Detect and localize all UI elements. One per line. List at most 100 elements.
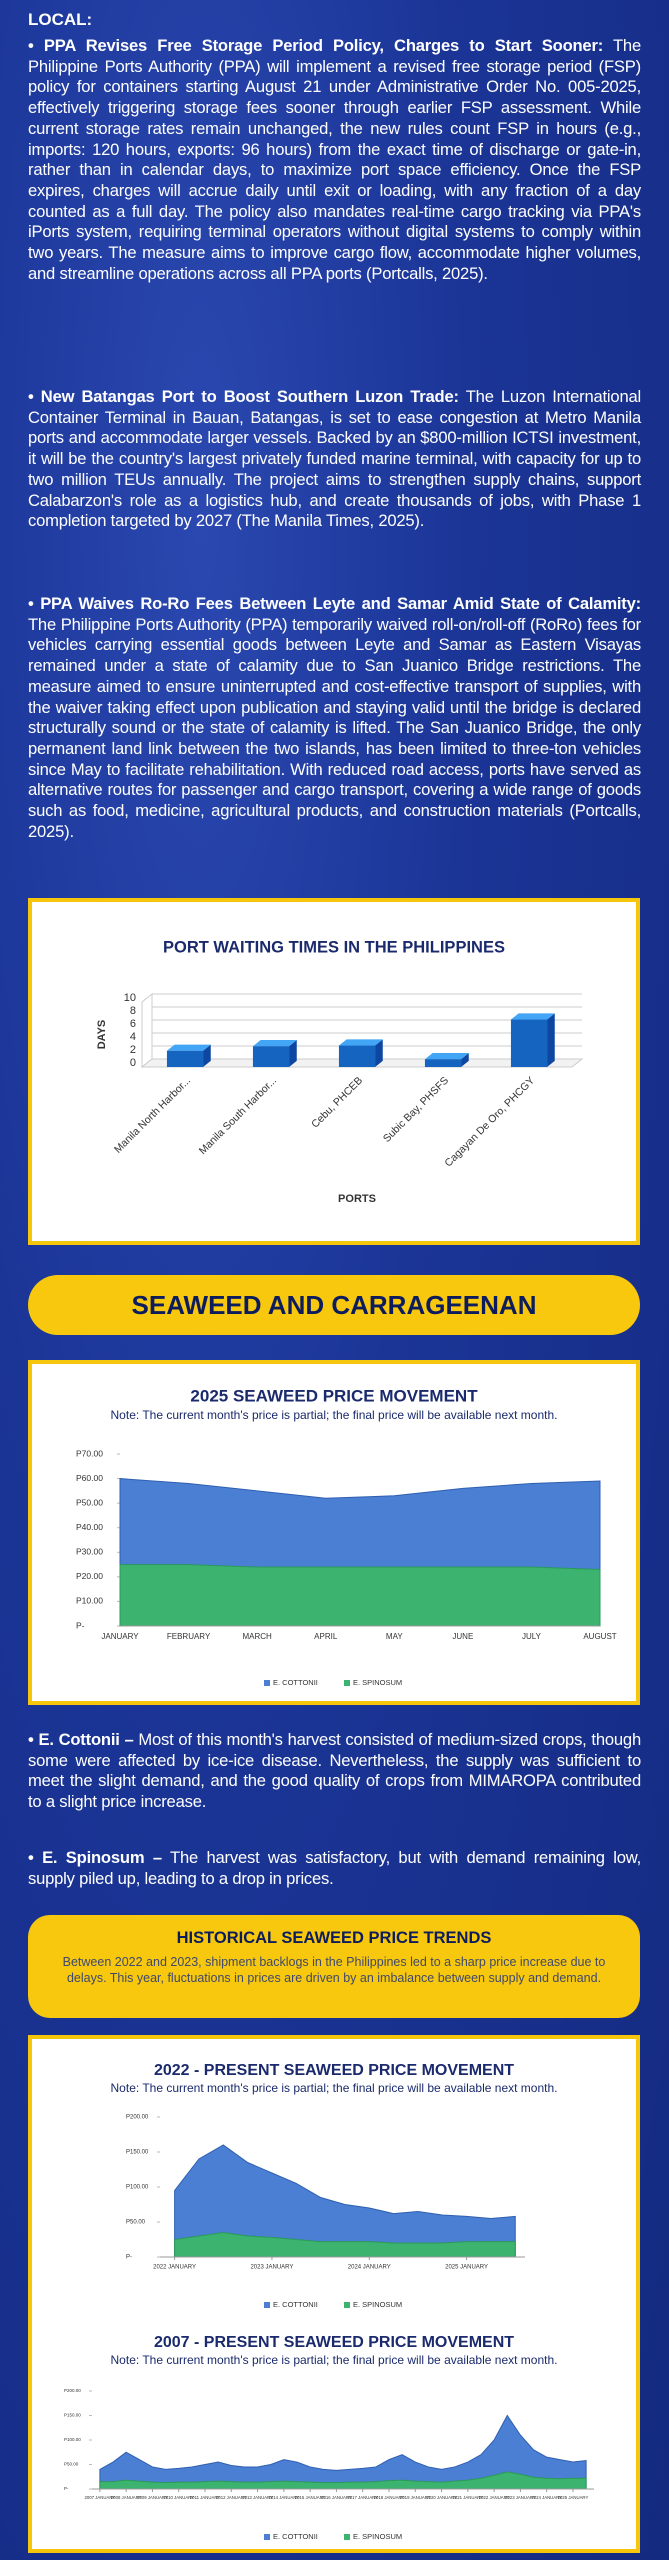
bar	[338, 1045, 376, 1067]
article-body: The Philippine Ports Authority (PPA) wil…	[28, 36, 641, 283]
x-tick-label: Cagayan De Oro, PHCGY	[442, 1075, 537, 1170]
note-body: Most of this month's harvest consisted o…	[28, 1730, 641, 1812]
legend-swatch	[344, 2302, 350, 2308]
chart: 2022 - PRESENT SEAWEED PRICE MOVEMENT Not…	[111, 2062, 558, 2309]
legend-label: E. COTTONII	[273, 2300, 318, 2309]
y-tick-label: P-	[126, 2255, 132, 2261]
article-body: The Luzon International Container Termin…	[28, 387, 641, 531]
article: PPA Revises Free Storage Period Policy, …	[28, 36, 641, 284]
x-tick-label: 2024 JANUARY	[531, 2495, 562, 2500]
chart-title: PORT WAITING TIMES IN THE PHILIPPINES	[163, 938, 505, 956]
heading: LOCAL:	[28, 10, 93, 29]
chart: PORT WAITING TIMES IN THE PHILIPPINES 024…	[96, 938, 584, 1205]
x-tick-label: 2009 JANUARY	[137, 2495, 168, 2500]
area	[99, 2471, 587, 2490]
chart-title: 2022 - PRESENT SEAWEED PRICE MOVEMENT	[154, 2062, 514, 2079]
y-tick-label: P70.00	[76, 1448, 103, 1458]
chart-card: 2022 - PRESENT SEAWEED PRICE MOVEMENT Not…	[28, 2035, 640, 2553]
y-tick-label: P20.00	[76, 1571, 103, 1581]
article-title: PPA Waives Ro-Ro Fees Between Leyte and …	[40, 594, 641, 613]
y-tick-label: 2	[130, 1044, 136, 1056]
x-tick-label: Manila North Harbor...	[112, 1075, 193, 1156]
y-tick-label: P100.00	[64, 2437, 81, 2442]
bar-top	[510, 1013, 555, 1020]
bar-top	[252, 1040, 297, 1047]
y-tick-label: P-	[76, 1620, 85, 1630]
article: New Batangas Port to Boost Southern Luzo…	[28, 387, 641, 532]
y-tick-label: P200.00	[126, 2115, 149, 2121]
x-tick-label: JANUARY	[101, 1632, 139, 1641]
note-title: E. Spinosum –	[42, 1848, 162, 1867]
x-tick-label: Cebu, PHCEB	[309, 1075, 365, 1131]
chart-title: 2007 - PRESENT SEAWEED PRICE MOVEMENT	[154, 2334, 514, 2351]
y-axis-label: DAYS	[96, 1020, 108, 1050]
bar-top	[338, 1039, 383, 1046]
note-title: E. Cottonii –	[38, 1730, 134, 1749]
x-tick-label: JULY	[522, 1632, 542, 1641]
y-tick-label: P-	[64, 2486, 69, 2491]
x-tick-label: APRIL	[314, 1632, 338, 1641]
y-tick-label: 10	[124, 992, 136, 1004]
x-tick-label: 2020 JANUARY	[426, 2495, 457, 2500]
y-tick-label: P50.00	[64, 2462, 79, 2467]
seaweed-note: E. Spinosum – The harvest was satisfacto…	[28, 1848, 641, 1889]
bar	[424, 1059, 462, 1067]
x-tick-label: 2016 JANUARY	[321, 2495, 352, 2500]
bar	[166, 1050, 204, 1067]
bar-top	[166, 1044, 211, 1051]
chart-card: PORT WAITING TIMES IN THE PHILIPPINES 0 2 4…	[28, 898, 640, 1245]
y-tick-label: 4	[130, 1031, 136, 1043]
y-tick-label: P10.00	[76, 1596, 103, 1606]
x-tick-label: 2014 JANUARY	[268, 2495, 299, 2500]
legend-swatch	[344, 1680, 350, 1686]
seaweed-note: E. Cottonii – Most of this month's harve…	[28, 1730, 641, 1813]
x-tick-label: 2022 JANUARY	[479, 2495, 510, 2500]
bar-side	[203, 1044, 211, 1067]
y-tick-label: P50.00	[76, 1497, 103, 1507]
back-wall	[141, 992, 153, 1069]
legend-label: E. SPINOSUM	[353, 1678, 402, 1687]
legend-swatch	[264, 2534, 270, 2540]
legend-swatch	[264, 1680, 270, 1686]
chart: 2025 SEAWEED PRICE MOVEMENT Note: The cur…	[76, 1386, 617, 1687]
x-tick-label: AUGUST	[583, 1632, 616, 1641]
chart-subtitle: Note: The current month's price is parti…	[111, 2081, 558, 2095]
history-box: HISTORICAL SEAWEED PRICE TRENDS Between …	[28, 1915, 640, 2018]
y-tick-label: 0	[130, 1057, 136, 1069]
article-title: PPA Revises Free Storage Period Policy, …	[43, 36, 604, 55]
x-tick-label: 2023 JANUARY	[505, 2495, 536, 2500]
legend-label: E. SPINOSUM	[353, 2300, 402, 2309]
note-body: The harvest was satisfactory, but with d…	[28, 1848, 641, 1888]
x-tick-label: MAY	[386, 1632, 403, 1641]
x-tick-label: MARCH	[242, 1632, 272, 1641]
y-tick-label: P50.00	[126, 2220, 146, 2226]
y-tick-label: P200.00	[64, 2388, 81, 2393]
y-tick-label: P100.00	[126, 2185, 149, 2191]
bar-side	[289, 1040, 297, 1067]
x-tick-label: Manila South Harbor...	[197, 1075, 279, 1157]
bar	[510, 1019, 548, 1067]
article: PPA Waives Ro-Ro Fees Between Leyte and …	[28, 594, 641, 842]
chart-subtitle: Note: The current month's price is parti…	[111, 1408, 558, 1422]
x-tick-label: 2015 JANUARY	[295, 2495, 326, 2500]
x-tick-label: 2013 JANUARY	[242, 2495, 273, 2500]
x-tick-label: 2025 JANUARY	[445, 2265, 488, 2271]
x-tick-label: 2010 JANUARY	[163, 2495, 194, 2500]
area	[99, 2414, 587, 2490]
bar	[252, 1046, 290, 1067]
legend-label: E. SPINOSUM	[353, 2532, 402, 2541]
y-tick-label: 8	[130, 1005, 136, 1017]
article-body: The Philippine Ports Authority (PPA) tem…	[28, 614, 641, 841]
x-tick-label: 2007 JANUARY	[85, 2495, 116, 2500]
x-tick-label: 2018 JANUARY	[374, 2495, 405, 2500]
y-tick-label: P30.00	[76, 1547, 103, 1557]
bar-side	[547, 1013, 555, 1067]
history-body: Between 2022 and 2023, shipment backlogs…	[62, 1955, 606, 1985]
bar-side	[375, 1039, 383, 1067]
x-tick-label: 2022 JANUARY	[153, 2265, 196, 2271]
article-title: New Batangas Port to Boost Southern Luzo…	[40, 387, 459, 406]
history-title: HISTORICAL SEAWEED PRICE TRENDS	[176, 1929, 492, 1947]
x-tick-label: 2008 JANUARY	[111, 2495, 142, 2500]
x-tick-label: FEBRUARY	[167, 1632, 211, 1641]
